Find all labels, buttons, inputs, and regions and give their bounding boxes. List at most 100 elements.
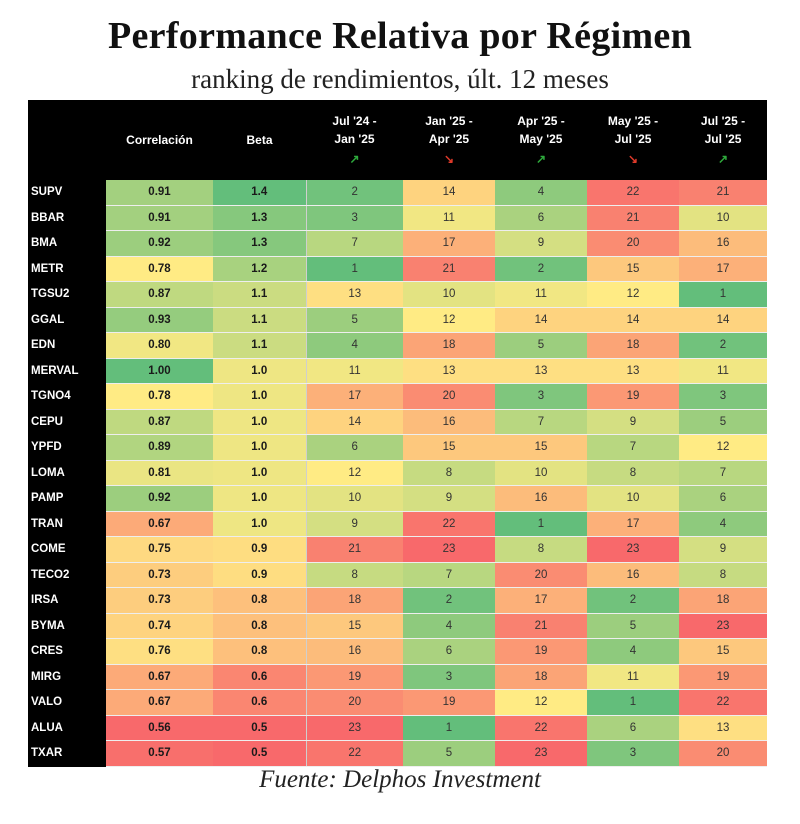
rank-cell: 20 (305, 689, 403, 716)
rank-cell: 14 (305, 409, 403, 435)
beta-cell: 0.5 (213, 740, 306, 767)
rank-cell: 11 (679, 358, 767, 384)
rank-cell: 9 (403, 485, 495, 512)
rank-cell: 17 (587, 511, 679, 537)
header-ticker (28, 100, 106, 180)
rank-cell: 19 (305, 664, 403, 690)
chart-source: Fuente: Delphos Investment (259, 766, 541, 793)
correlation-cell: 0.67 (106, 511, 213, 537)
beta-cell: 1.0 (213, 434, 306, 461)
header-label: Apr '25 (428, 132, 470, 146)
ticker-label: TECO2 (28, 562, 106, 588)
rank-cell: 8 (403, 460, 495, 486)
rank-cell: 19 (679, 664, 767, 690)
rank-cell: 12 (587, 281, 679, 308)
rank-cell: 7 (495, 409, 587, 435)
header-p5: Jul '25 - Jul '25 ↗ (679, 100, 767, 180)
ticker-label: EDN (28, 332, 106, 359)
rank-cell: 15 (495, 434, 587, 461)
rank-cell: 22 (679, 689, 767, 716)
rank-cell: 4 (403, 613, 495, 639)
table-row: BMA 0.92 1.3 7 17 9 20 16 (28, 230, 767, 257)
header-label: Apr '25 - (517, 114, 565, 128)
rank-cell: 16 (587, 562, 679, 588)
rank-cell: 22 (495, 715, 587, 741)
rank-cell: 23 (587, 536, 679, 563)
rank-cell: 8 (495, 536, 587, 563)
correlation-cell: 0.56 (106, 715, 213, 741)
rank-cell: 16 (679, 230, 767, 257)
header-p4: May '25 - Jul '25 ↘ (587, 100, 679, 180)
arrow-down-icon: ↘ (627, 152, 639, 166)
rank-cell: 13 (403, 358, 495, 384)
header-label: Correlación (126, 133, 193, 147)
rank-cell: 8 (305, 562, 403, 588)
table-row: YPFD 0.89 1.0 6 15 15 7 12 (28, 434, 767, 461)
rank-cell: 12 (305, 460, 403, 486)
header-corr: Correlación (106, 100, 213, 180)
rank-cell: 2 (495, 256, 587, 282)
ticker-label: IRSA (28, 587, 106, 614)
header-label: Jul '25 (614, 132, 652, 146)
correlation-cell: 0.92 (106, 485, 213, 512)
rank-cell: 4 (587, 638, 679, 665)
beta-cell: 0.8 (213, 587, 306, 614)
rank-cell: 2 (679, 332, 767, 359)
rank-cell: 3 (587, 740, 679, 767)
table-row: MERVAL 1.00 1.0 11 13 13 13 11 (28, 358, 767, 384)
rank-cell: 9 (305, 511, 403, 537)
rank-cell: 22 (403, 511, 495, 537)
correlation-cell: 0.67 (106, 689, 213, 716)
ticker-label: BYMA (28, 613, 106, 639)
rank-cell: 5 (679, 409, 767, 435)
correlation-cell: 0.81 (106, 460, 213, 486)
ticker-label: TRAN (28, 511, 106, 537)
rank-cell: 7 (679, 460, 767, 486)
correlation-cell: 1.00 (106, 358, 213, 384)
table-row: GGAL 0.93 1.1 5 12 14 14 14 (28, 307, 767, 333)
rank-cell: 10 (495, 460, 587, 486)
ranking-table-container: Correlación Beta Jul '24 - Jan '25 ↗ Jan '25 … (28, 100, 767, 767)
header-beta: Beta (213, 100, 306, 180)
rank-cell: 17 (679, 256, 767, 282)
rank-cell: 5 (495, 332, 587, 359)
rank-cell: 6 (679, 485, 767, 512)
rank-cell: 5 (305, 307, 403, 333)
ticker-label: TXAR (28, 740, 106, 767)
ticker-label: CRES (28, 638, 106, 665)
correlation-cell: 0.75 (106, 536, 213, 563)
table-row: TGSU2 0.87 1.1 13 10 11 12 1 (28, 281, 767, 308)
table-body: SUPV 0.91 1.4 2 14 4 22 21 BBAR 0.91 1.3 3 11 6 21 10 BM… (28, 180, 767, 767)
table-row: CEPU 0.87 1.0 14 16 7 9 5 (28, 409, 767, 435)
rank-cell: 14 (403, 180, 495, 206)
rank-cell: 10 (305, 485, 403, 512)
table-row: TRAN 0.67 1.0 9 22 1 17 4 (28, 511, 767, 537)
correlation-cell: 0.78 (106, 256, 213, 282)
rank-cell: 15 (403, 434, 495, 461)
rank-cell: 16 (495, 485, 587, 512)
rank-cell: 9 (679, 536, 767, 563)
correlation-cell: 0.57 (106, 740, 213, 767)
header-label: Jan '25 (334, 132, 375, 146)
rank-cell: 3 (305, 205, 403, 231)
ticker-label: VALO (28, 689, 106, 716)
beta-cell: 1.0 (213, 511, 306, 537)
beta-cell: 1.0 (213, 485, 306, 512)
rank-cell: 18 (587, 332, 679, 359)
rank-cell: 20 (679, 740, 767, 767)
beta-cell: 0.9 (213, 536, 306, 563)
rank-cell: 22 (587, 180, 679, 206)
ticker-label: GGAL (28, 307, 106, 333)
correlation-cell: 0.78 (106, 383, 213, 410)
beta-cell: 1.0 (213, 383, 306, 410)
rank-cell: 12 (679, 434, 767, 461)
rank-cell: 18 (305, 587, 403, 614)
arrow-up-icon: ↗ (349, 152, 360, 166)
beta-cell: 0.6 (213, 664, 306, 690)
table-row: COME 0.75 0.9 21 23 8 23 9 (28, 536, 767, 563)
rank-cell: 3 (679, 383, 767, 410)
arrow-down-icon: ↘ (443, 152, 455, 166)
table-row: PAMP 0.92 1.0 10 9 16 10 6 (28, 485, 767, 512)
rank-cell: 21 (305, 536, 403, 563)
rank-cell: 18 (495, 664, 587, 690)
